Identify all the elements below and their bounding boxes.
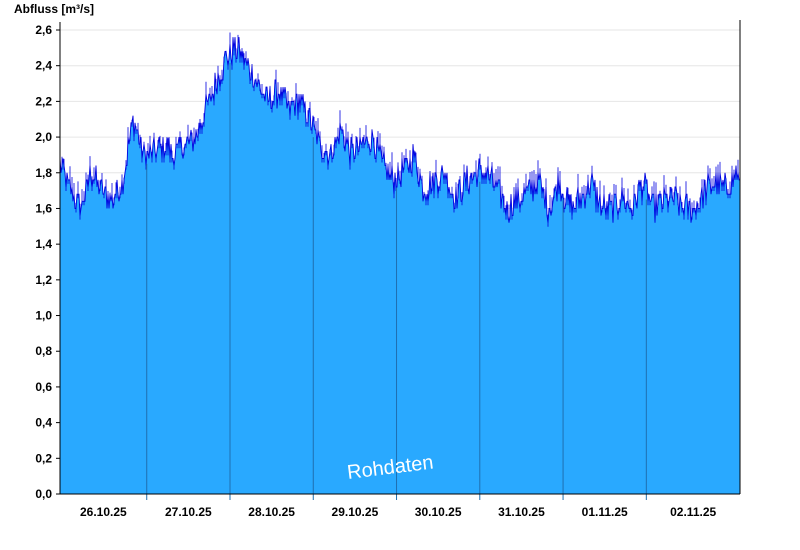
- discharge-line: [59, 37, 740, 223]
- y-tick-label-2: 0,4: [35, 416, 52, 430]
- day-separator-lines: [146, 62, 647, 500]
- y-tick-label-10: 2,0: [35, 130, 52, 144]
- y-tick-label-9: 1,8: [35, 166, 52, 180]
- x-tick-label-6: 01.11.25: [582, 505, 628, 519]
- y-tick-label-13: 2,6: [35, 23, 52, 37]
- x-tick-label-0: 26.10.25: [80, 505, 127, 519]
- x-tick-label-7: 02.11.25: [670, 505, 716, 519]
- y-ticks: 0,0 0,2 0,4 0,6 0,8 1,0 1,2 1,4 1,6 1,8 2,0 2,2 2,4 2…: [35, 23, 60, 501]
- y-axis-label: Abfluss [m³/s]: [14, 2, 95, 16]
- x-tick-label-5: 31.10.25: [498, 505, 545, 519]
- y-tick-label-8: 1,6: [35, 201, 52, 215]
- y-tick-label-12: 2,4: [35, 59, 52, 73]
- y-tick-label-6: 1,2: [35, 273, 52, 287]
- discharge-area: [60, 37, 740, 494]
- y-tick-label-3: 0,6: [35, 380, 52, 394]
- x-tick-label-3: 29.10.25: [332, 505, 379, 519]
- y-tick-label-7: 1,4: [35, 237, 52, 251]
- x-tick-label-2: 28.10.25: [248, 505, 295, 519]
- axes: [59, 20, 741, 495]
- y-tick-label-4: 0,8: [35, 344, 52, 358]
- y-tick-label-1: 0,2: [35, 451, 52, 465]
- x-tick-label-1: 27.10.25: [165, 505, 212, 519]
- y-tick-label-11: 2,2: [35, 94, 52, 108]
- x-ticks: 26.10.25 27.10.25 28.10.25 29.10.25 30.10.25…: [80, 505, 716, 519]
- x-tick-label-4: 30.10.25: [415, 505, 462, 519]
- y-tick-label-5: 1,0: [35, 309, 52, 323]
- y-tick-label-0: 0,0: [35, 487, 52, 501]
